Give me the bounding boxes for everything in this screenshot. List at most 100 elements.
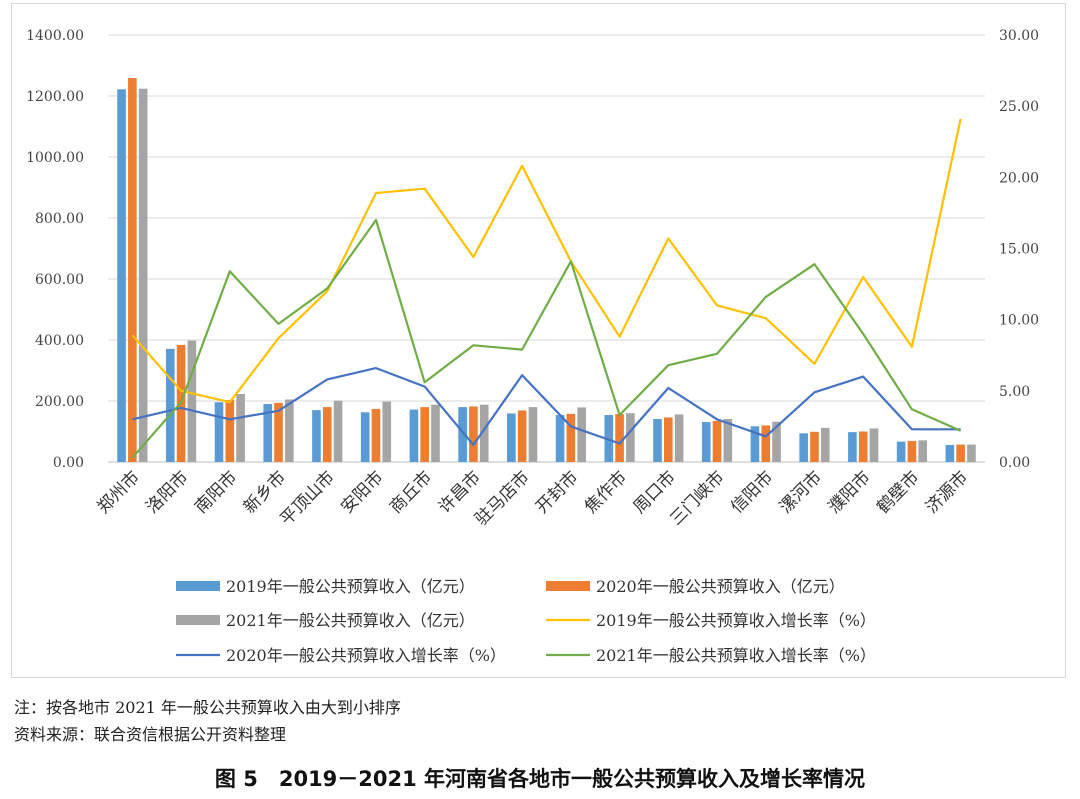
bar xyxy=(236,393,245,462)
legend-label: 2020年一般公共预算收入增长率（%） xyxy=(226,646,506,665)
bar xyxy=(761,425,771,462)
bar xyxy=(165,348,175,462)
bar xyxy=(420,407,429,462)
bar xyxy=(382,401,392,462)
bar xyxy=(701,422,711,462)
legend-label: 2021年一般公共预算收入（亿元） xyxy=(226,611,475,630)
legend-label: 2021年一般公共预算收入增长率（%） xyxy=(596,646,876,665)
bar xyxy=(333,400,343,462)
bar xyxy=(225,400,235,462)
bar xyxy=(772,421,781,462)
bar xyxy=(138,88,148,463)
bar xyxy=(274,402,283,462)
bar xyxy=(128,78,137,462)
x-tick-label: 开封市 xyxy=(532,467,582,517)
y-left-tick-label: 600.00 xyxy=(35,272,84,288)
bar xyxy=(653,418,662,462)
legend-label: 2019年一般公共预算收入增长率（%） xyxy=(596,611,876,630)
x-tick-label: 漯河市 xyxy=(776,467,826,517)
bar xyxy=(615,414,624,462)
bar xyxy=(117,89,126,462)
x-tick-label: 南阳市 xyxy=(191,467,241,517)
bar xyxy=(528,407,538,462)
x-tick-label: 驻马店市 xyxy=(471,467,533,529)
bar xyxy=(507,413,516,462)
y-right-tick-label: 25.00 xyxy=(999,99,1039,115)
chart: 0.00 200.00 400.00 600.00 800.00 1000.00 1200.… xyxy=(26,28,1039,665)
bar xyxy=(858,431,868,462)
bar xyxy=(810,431,819,462)
x-tick-label: 鹤壁市 xyxy=(873,467,923,517)
legend-swatch xyxy=(546,581,590,591)
legend-label: 2020年一般公共预算收入（亿元） xyxy=(596,577,845,596)
bar xyxy=(517,410,527,462)
bar xyxy=(577,407,586,462)
y-left-tick-label: 800.00 xyxy=(35,211,84,227)
x-tick-label: 三门峡市 xyxy=(666,467,728,529)
bar xyxy=(626,413,635,462)
y-left-tick-label: 0.00 xyxy=(53,455,84,471)
bar xyxy=(967,444,976,462)
y-right-tick-label: 30.00 xyxy=(999,28,1039,44)
bar xyxy=(674,414,684,462)
x-tick-label: 郑州市 xyxy=(94,467,144,517)
bar xyxy=(458,407,467,462)
y-left-tick-label: 1200.00 xyxy=(26,89,84,105)
bar xyxy=(799,433,808,462)
y-left-tick-label: 200.00 xyxy=(35,394,84,410)
bar xyxy=(848,432,857,462)
footnote-sort-order: 注：按各地市 2021 年一般公共预算收入由大到小排序 xyxy=(14,698,401,717)
y-left-tick-label: 1400.00 xyxy=(26,28,84,44)
footnote-source: 资料来源：联合资信根据公开资料整理 xyxy=(14,725,287,744)
bar xyxy=(723,418,733,462)
bar xyxy=(360,412,370,462)
bar xyxy=(566,413,576,462)
bar xyxy=(918,440,928,462)
y-right-tick-label: 5.00 xyxy=(999,384,1030,400)
bar xyxy=(312,410,321,462)
series-line xyxy=(131,118,962,404)
bar xyxy=(712,420,722,462)
bar xyxy=(956,444,965,462)
bar xyxy=(409,409,419,462)
bar xyxy=(187,340,197,462)
bar xyxy=(555,415,565,462)
bar xyxy=(869,428,879,462)
bar xyxy=(431,404,440,462)
bar xyxy=(263,404,273,462)
legend-swatch xyxy=(176,581,220,591)
bar xyxy=(907,440,917,462)
bar xyxy=(820,427,830,462)
x-tick-label: 焦作市 xyxy=(581,467,631,517)
y-right-tick-label: 20.00 xyxy=(999,170,1039,186)
bar xyxy=(945,444,955,462)
x-tick-label: 平顶山市 xyxy=(277,467,339,529)
x-tick-label: 安阳市 xyxy=(337,467,387,517)
y-right-tick-label: 0.00 xyxy=(999,455,1030,471)
bar xyxy=(604,415,614,462)
y-right-tick-label: 10.00 xyxy=(999,313,1039,329)
bar xyxy=(214,402,224,462)
legend-swatch xyxy=(176,615,220,625)
y-left-tick-label: 400.00 xyxy=(35,333,84,349)
bar xyxy=(750,426,760,462)
x-tick-label: 济源市 xyxy=(922,467,972,517)
series-line xyxy=(131,218,962,459)
figure-caption: 图 5 2019－2021 年河南省各地市一般公共预算收入及增长率情况 xyxy=(214,767,866,791)
x-tick-label: 濮阳市 xyxy=(825,467,875,517)
bar xyxy=(896,441,906,462)
y-right-tick-label: 15.00 xyxy=(999,242,1039,258)
bar xyxy=(322,407,332,462)
chart-frame xyxy=(11,3,1066,678)
x-tick-label: 商丘市 xyxy=(386,467,436,517)
x-tick-label: 洛阳市 xyxy=(142,467,192,517)
bar xyxy=(664,417,673,462)
y-left-tick-label: 1000.00 xyxy=(26,150,84,166)
bar xyxy=(469,406,478,462)
bar xyxy=(285,399,294,462)
legend-label: 2019年一般公共预算收入（亿元） xyxy=(226,577,475,596)
series-line xyxy=(132,367,961,446)
bar xyxy=(371,408,381,462)
x-tick-label: 信阳市 xyxy=(727,467,777,517)
bar xyxy=(479,404,489,462)
